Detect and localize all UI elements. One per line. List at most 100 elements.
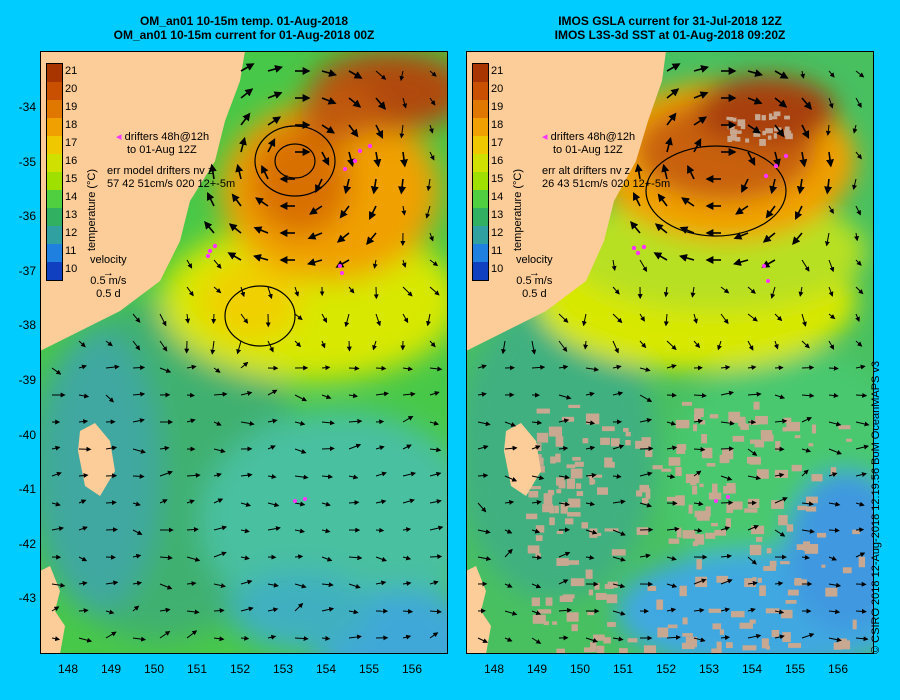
current-arrow [666,583,678,589]
current-arrow [348,474,359,480]
cloud-patch [556,489,562,494]
cloud-patch [666,496,679,502]
current-arrow [240,313,249,324]
current-arrow [426,313,431,327]
cloud-patch [821,564,826,568]
colorbar-tick-label: 14 [65,191,78,203]
current-arrow [309,205,323,215]
current-arrow [612,636,624,642]
current-arrow [348,97,362,108]
current-arrow [585,555,595,560]
left-map-svg [40,51,448,654]
colorbar-swatch [473,64,488,82]
cloud-patch [550,456,556,464]
current-arrow [774,97,788,108]
current-arrow [765,205,776,219]
current-arrow [504,637,513,642]
lon-tick-label: 154 [315,662,337,676]
cloud-patch [611,549,626,556]
current-arrow [504,583,513,588]
current-arrow [801,97,813,110]
current-arrow [375,124,384,139]
cloud-patch [845,438,853,442]
current-arrow [824,232,830,247]
lat-tick-label: -43 [18,591,36,606]
current-arrow [186,609,200,615]
current-arrow [402,444,412,450]
current-arrow [666,555,677,561]
cloud-patch [641,437,651,448]
colorbar-swatch [473,226,488,244]
cloud-patch [607,622,616,627]
cloud-patch [656,599,664,610]
cloud-patch [726,116,730,120]
colorbar-tick-label: 13 [65,209,78,221]
current-arrow [681,197,695,207]
colorbar-swatch [47,82,62,100]
current-arrow [720,475,733,481]
current-arrow [774,529,786,537]
cloud-patch [712,623,722,630]
current-arrow [320,340,326,349]
cloud-patch [765,608,780,614]
current-arrow [693,340,701,349]
current-arrow [240,390,253,396]
current-arrow [558,446,569,452]
current-arrow [240,421,255,426]
cloud-patch [625,439,631,446]
current-arrow [132,501,141,507]
cloud-patch [582,438,589,444]
cloud-patch [755,114,761,121]
lon-tick-label: 152 [655,662,677,676]
current-arrow [375,391,390,397]
cloud-patch [765,128,773,134]
current-arrow [733,232,749,240]
current-arrow [531,610,542,616]
current-arrow [372,259,378,269]
current-arrow [747,286,756,294]
cloud-patch [555,436,564,447]
current-arrow [612,499,626,505]
current-arrow [429,391,440,396]
cloud-patch [556,558,569,566]
cloud-patch [761,638,769,649]
current-arrow [855,552,866,558]
current-arrow [267,389,278,396]
current-arrow [213,636,225,642]
colorbar-swatch [47,100,62,118]
current-arrow [213,551,227,558]
cloud-patch [825,587,838,597]
current-arrow [828,70,835,78]
cloud-patch [606,594,618,604]
cloud-patch [610,461,615,468]
cloud-patch [705,532,716,539]
current-arrow [801,393,815,399]
cloud-patch [587,612,595,616]
current-arrow [828,501,841,507]
current-arrow [185,313,191,324]
cloud-patch [726,482,736,487]
colorbar-tick-label: 12 [65,227,78,239]
current-arrow [132,605,140,612]
cloud-patch [676,527,682,538]
cloud-patch [830,467,837,476]
cloud-patch [787,589,799,596]
panel-frame [40,51,448,654]
current-arrow [159,630,171,639]
current-arrow [267,502,280,508]
cloud-patch [542,504,554,513]
current-arrow [429,151,435,161]
colorbar-tick-label: 15 [491,173,504,185]
cloud-patch [603,637,611,644]
current-arrow [429,632,439,639]
current-arrow [321,556,333,562]
cloud-patch [762,130,766,136]
current-arrow [828,286,834,297]
current-arrow [720,286,730,294]
current-arrow [240,286,246,298]
cloud-patch [732,435,745,442]
lat-tick-label: -42 [18,536,36,551]
cloud-patch [705,506,711,517]
current-arrow [639,553,651,559]
cloud-patch [727,125,735,130]
